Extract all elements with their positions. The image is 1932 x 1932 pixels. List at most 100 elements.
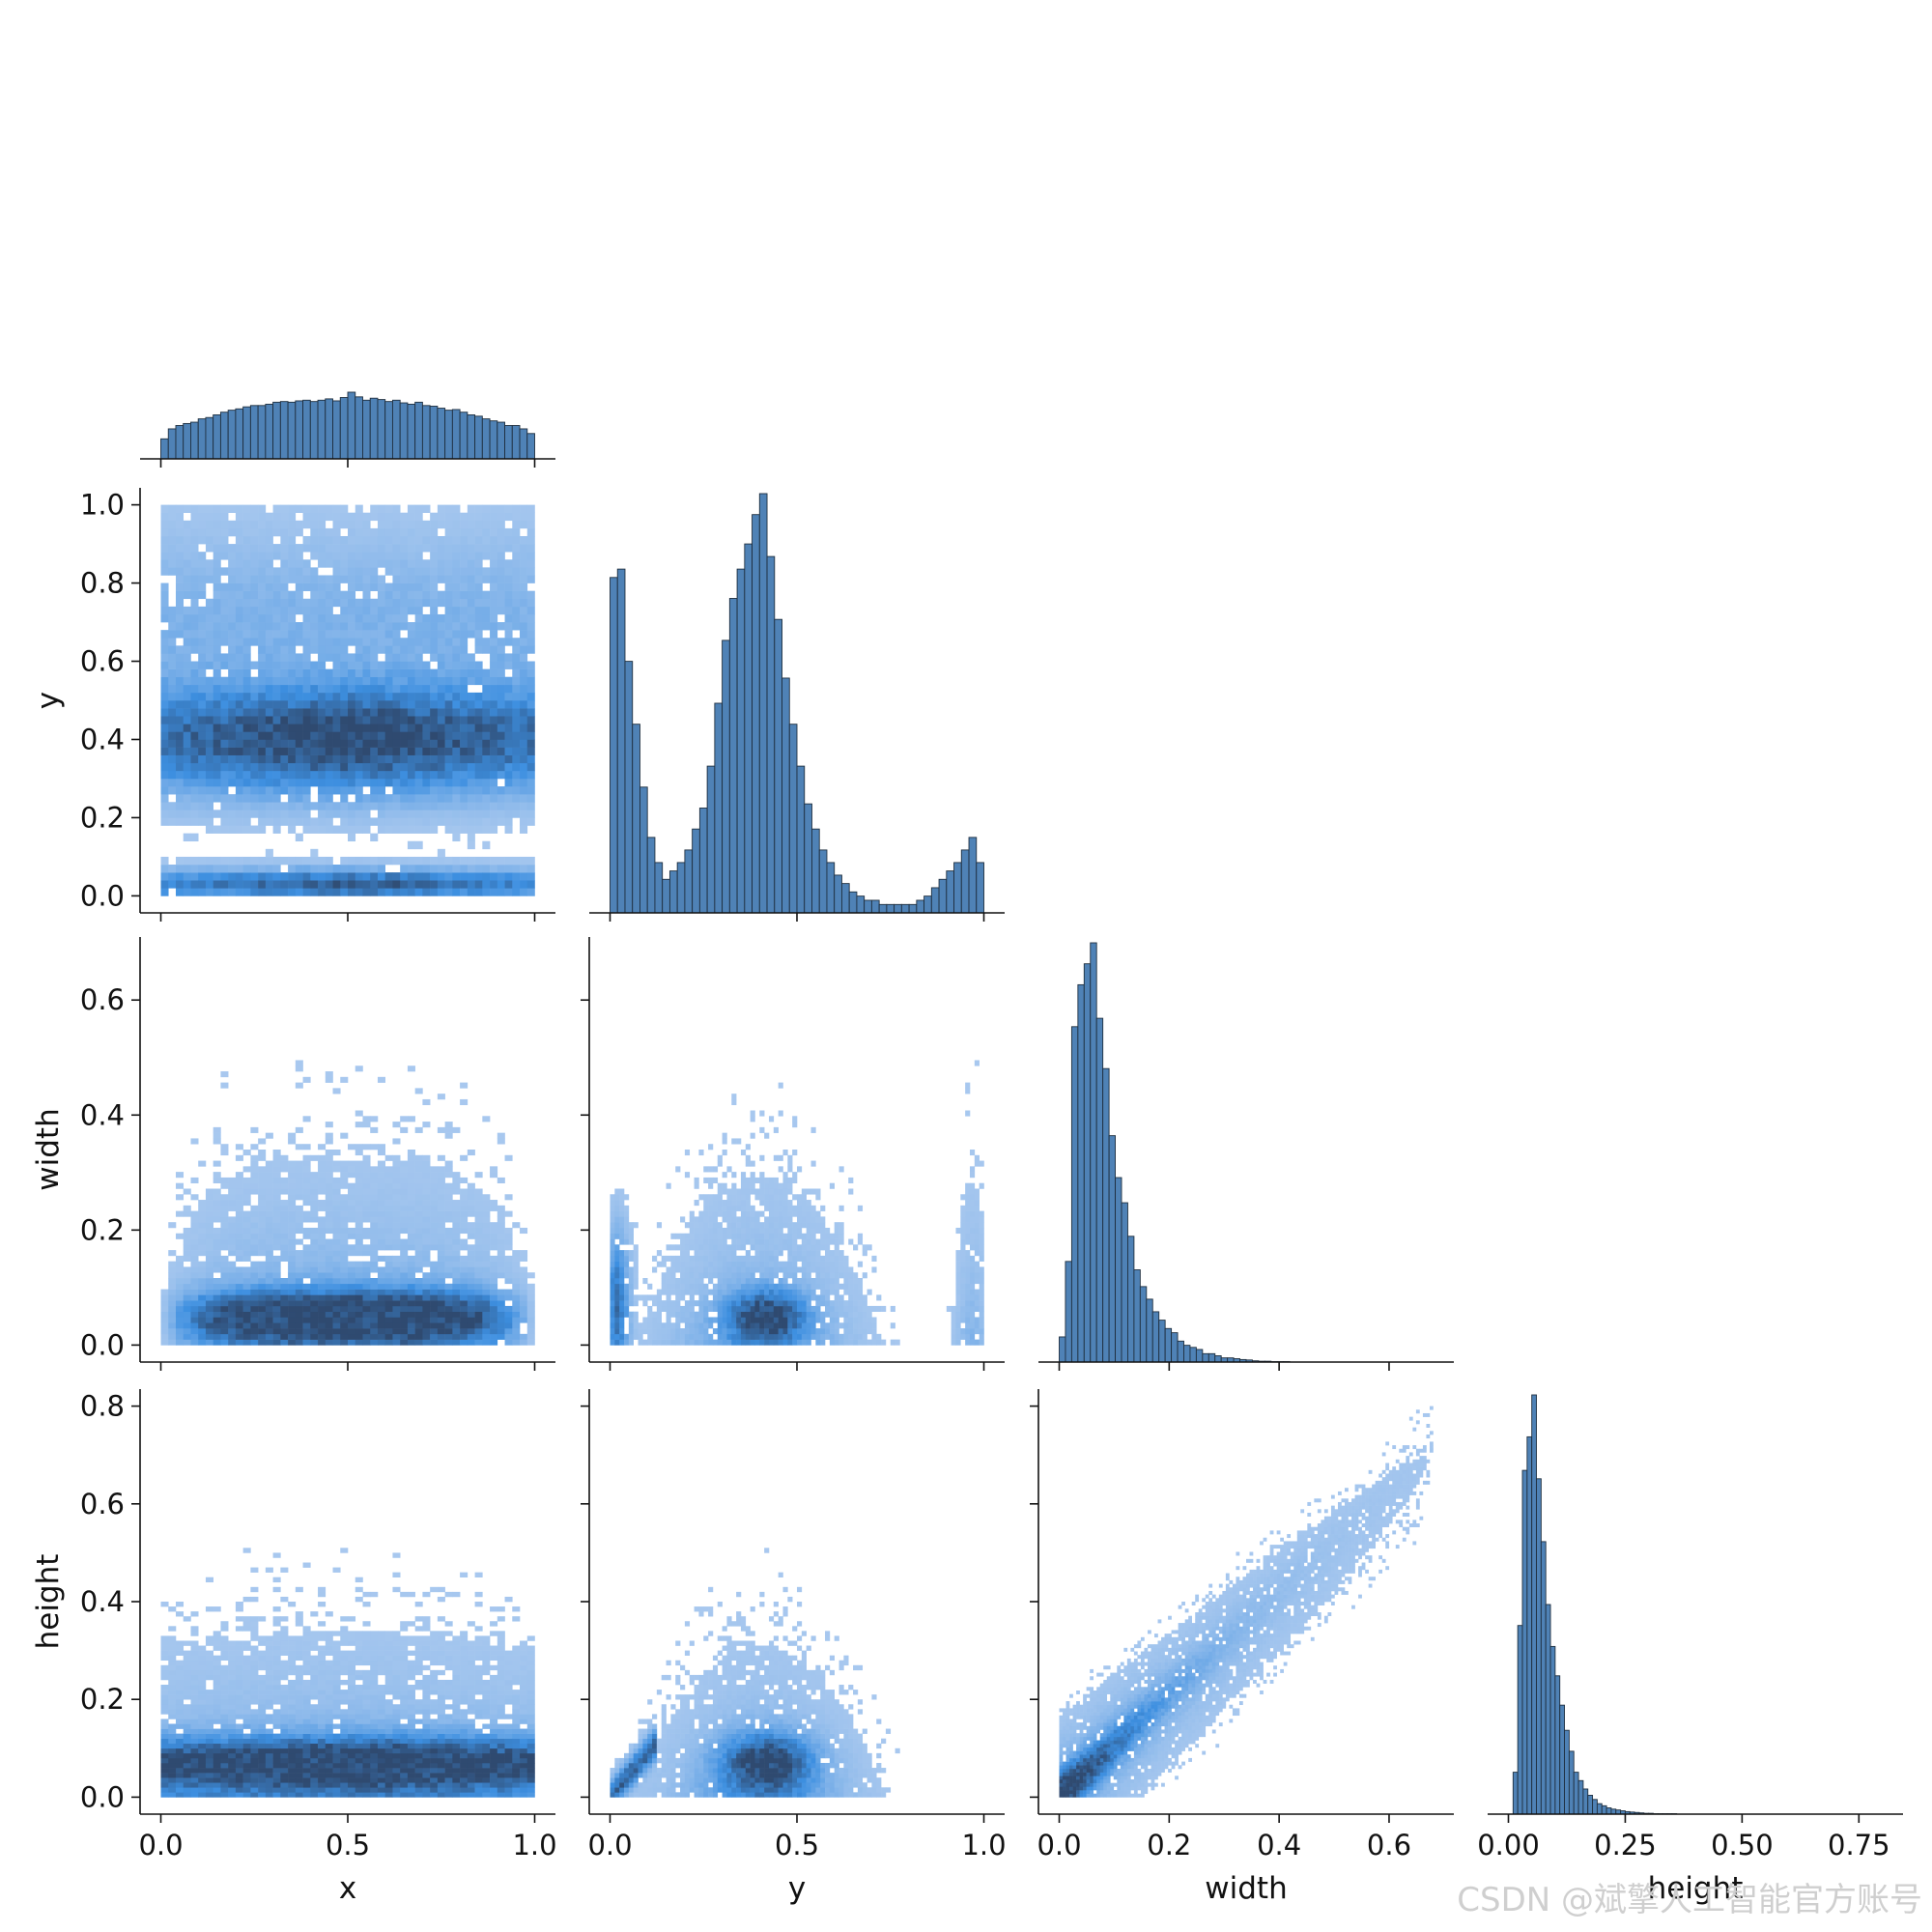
density-cell <box>452 552 461 560</box>
density-cell <box>362 1154 371 1161</box>
density-cell <box>348 552 356 560</box>
density-cell <box>325 622 333 631</box>
density-cell <box>689 1233 695 1239</box>
density-cell <box>624 1311 630 1318</box>
density-cell <box>520 708 528 717</box>
density-cell <box>754 1188 760 1195</box>
density-cell <box>414 1166 423 1173</box>
density-cell <box>444 1194 453 1201</box>
density-cell <box>843 1339 849 1346</box>
density-cell <box>280 638 289 646</box>
density-cell <box>242 888 251 896</box>
density-cell <box>414 762 423 772</box>
density-cell <box>183 1322 191 1329</box>
density-cell <box>460 692 469 701</box>
density-cell <box>482 606 491 615</box>
density-cell <box>474 559 483 568</box>
density-cell <box>190 833 199 842</box>
density-cell <box>340 606 349 615</box>
density-cell <box>205 880 213 889</box>
density-cell <box>400 590 409 600</box>
density-cell <box>198 684 207 694</box>
density-cell <box>355 1283 363 1290</box>
density-cell <box>213 1205 221 1211</box>
density-cell <box>190 1255 199 1262</box>
density-cell <box>175 747 185 755</box>
density-cell <box>504 888 513 896</box>
density-cell <box>792 1122 798 1128</box>
density-cell <box>726 1261 732 1267</box>
density-cell <box>340 1216 349 1223</box>
density-cell <box>731 1289 737 1295</box>
density-cell <box>764 1250 770 1257</box>
density-cell <box>778 1244 783 1251</box>
density-cell <box>694 1300 699 1307</box>
density-cell <box>857 1205 864 1211</box>
density-cell <box>504 1210 513 1217</box>
density-cell <box>213 512 221 522</box>
density-cell <box>834 1317 839 1323</box>
density-cell <box>377 1266 385 1273</box>
density-cell <box>490 1244 498 1251</box>
density-cell <box>362 1266 371 1273</box>
density-cell <box>820 1255 826 1262</box>
density-cell <box>325 739 333 748</box>
density-cell <box>384 754 393 764</box>
density-cell <box>708 1222 714 1229</box>
density-cell <box>384 684 393 694</box>
density-cell <box>787 1272 793 1279</box>
density-cell <box>250 731 259 740</box>
density-cell <box>183 645 191 654</box>
density-cell <box>392 559 401 568</box>
density-cell <box>726 1188 732 1195</box>
density-cell <box>490 1227 498 1235</box>
density-cell <box>295 1266 303 1273</box>
density-cell <box>750 1317 755 1323</box>
density-cell <box>198 786 207 795</box>
density-cell <box>340 825 349 834</box>
density-cell <box>414 527 423 537</box>
density-cell <box>619 1322 625 1329</box>
density-cell <box>778 1294 783 1301</box>
density-cell <box>235 1188 243 1195</box>
density-cell <box>302 668 311 678</box>
density-cell <box>228 802 237 810</box>
density-cell <box>624 1261 630 1267</box>
density-cell <box>265 1210 273 1217</box>
density-cell <box>407 1194 415 1201</box>
density-cell <box>332 888 341 896</box>
density-cell <box>213 1138 221 1145</box>
density-cell <box>853 1289 859 1295</box>
density-cell <box>190 1244 199 1251</box>
density-cell <box>242 1283 251 1290</box>
density-cell <box>801 1266 807 1273</box>
density-cell <box>787 1222 793 1229</box>
density-cell <box>414 1182 423 1189</box>
density-cell <box>392 1322 401 1329</box>
density-cell <box>490 1339 498 1346</box>
density-cell <box>370 645 379 654</box>
density-cell <box>862 1305 867 1313</box>
density-cell <box>265 747 273 755</box>
density-cell <box>526 872 535 881</box>
density-cell <box>482 1317 491 1323</box>
density-cell <box>708 1200 714 1207</box>
density-cell <box>228 1227 237 1235</box>
density-cell <box>829 1255 835 1262</box>
density-cell <box>407 622 415 631</box>
density-cell <box>175 1233 185 1239</box>
density-cell <box>684 1300 691 1307</box>
density-cell <box>862 1250 867 1257</box>
density-cell <box>355 1160 363 1167</box>
density-cell <box>400 700 409 709</box>
density-cell <box>377 708 385 717</box>
density-cell <box>422 582 431 591</box>
density-cell <box>280 1222 289 1229</box>
density-cell <box>834 1333 839 1340</box>
density-cell <box>213 661 221 669</box>
density-cell <box>430 786 439 795</box>
density-cell <box>310 716 319 724</box>
density-cell <box>444 865 453 873</box>
density-cell <box>355 1317 363 1323</box>
density-cell <box>474 590 483 600</box>
